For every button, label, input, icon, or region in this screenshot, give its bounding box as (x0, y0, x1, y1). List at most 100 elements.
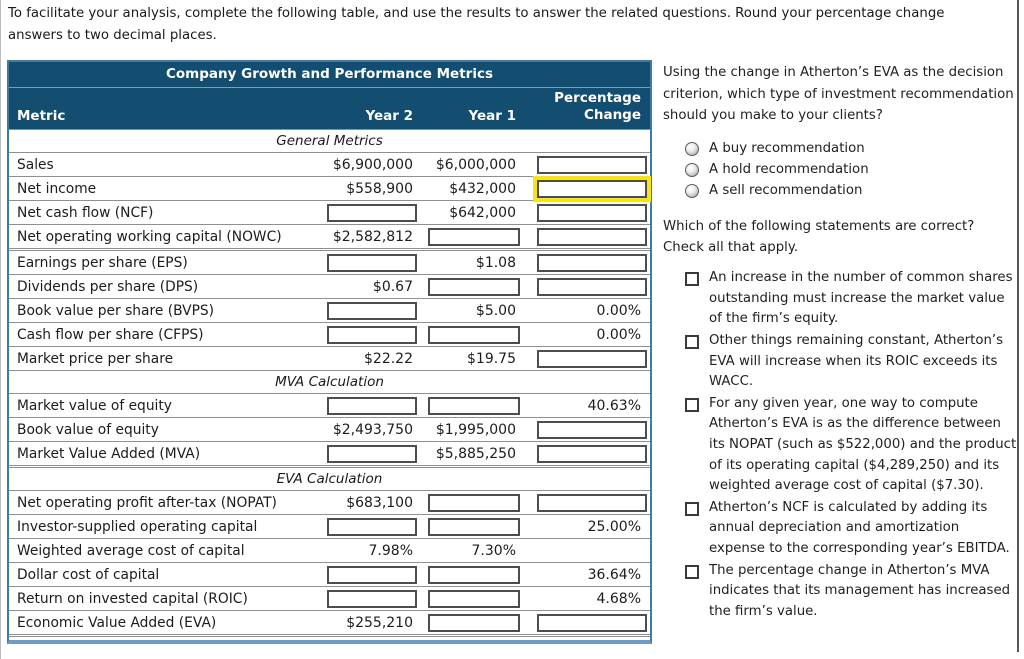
table-header: Metric Year 2 Year 1 Percentage Change (9, 88, 650, 129)
pct-cell: 36.64% (520, 567, 650, 583)
year2-input[interactable] (327, 203, 417, 222)
year1-input[interactable] (428, 517, 520, 536)
pct-cell: 4.68% (520, 591, 650, 607)
year1-cell: $5,885,250 (417, 446, 520, 462)
checkbox-label: Atherton’s NCF is calculated by adding i… (709, 499, 1010, 556)
cell-value: $255,210 (346, 614, 413, 631)
year1-input[interactable] (428, 493, 520, 512)
cell-value: 4.68% (596, 590, 641, 607)
pct-input[interactable] (537, 613, 647, 632)
table-row: Market value of equity 40.63% (9, 393, 650, 417)
metric-label: Net operating working capital (NOWC) (17, 228, 282, 245)
checkbox-item: An increase in the number of common shar… (685, 268, 1017, 330)
pct-cell: 25.00% (520, 519, 650, 535)
year2-cell (319, 396, 417, 415)
cell-value: $5,885,250 (435, 445, 516, 462)
year2-input[interactable] (327, 396, 417, 415)
pct-cell (520, 493, 650, 512)
pct-input[interactable] (537, 277, 647, 296)
table-row: Net operating working capital (NOWC) $2,5… (9, 224, 650, 248)
checkbox-label: For any given year, one way to compute A… (709, 395, 1017, 494)
header-year1: Year 1 (468, 108, 516, 124)
table-body: General Metrics Sales $6,900,000 $6,000,000… (9, 129, 650, 634)
cell-value: 40.63% (587, 397, 641, 414)
section-label: MVA Calculation (9, 370, 650, 393)
pct-input[interactable] (537, 253, 647, 272)
table-row: Return on invested capital (ROIC) 4.68% (9, 586, 650, 610)
year2-cell: 7.98% (319, 543, 417, 559)
cell-value: $0.67 (372, 278, 413, 295)
q2-prompt: Which of the following statements are co… (663, 219, 975, 255)
year1-input[interactable] (428, 589, 520, 608)
year2-cell: $2,582,812 (319, 229, 417, 245)
year2-input[interactable] (327, 589, 417, 608)
year2-cell: $6,900,000 (319, 157, 417, 173)
year2-cell: $255,210 (319, 615, 417, 631)
metric-label: Dividends per share (DPS) (17, 278, 199, 295)
year1-cell (417, 227, 520, 246)
year1-input[interactable] (428, 613, 520, 632)
year1-input[interactable] (428, 565, 520, 584)
question-check-all: Which of the following statements are co… (663, 217, 1017, 623)
year2-cell (319, 325, 417, 344)
pct-cell (520, 253, 650, 272)
year2-input[interactable] (327, 444, 417, 463)
metric-label: Return on invested capital (ROIC) (17, 590, 248, 607)
pct-input[interactable] (537, 179, 647, 198)
year1-cell (417, 517, 520, 536)
table-row: Net operating profit after-tax (NOPAT) $6… (9, 490, 650, 514)
metric-label: Book value per share (BVPS) (17, 302, 215, 319)
year1-input[interactable] (428, 227, 520, 246)
cell-value: 0.00% (596, 326, 641, 343)
pct-input[interactable] (537, 155, 647, 174)
year1-input[interactable] (428, 396, 520, 415)
question-eva-recommendation: Using the change in Atherton’s EVA as th… (663, 62, 1017, 202)
radio-option: A hold recommendation (685, 160, 1017, 181)
checkbox-item: Atherton’s NCF is calculated by adding i… (685, 498, 1017, 560)
year2-cell (319, 589, 417, 608)
table-bottom-rule (9, 634, 650, 640)
pct-cell (520, 613, 650, 632)
cell-value: $5.00 (475, 302, 516, 319)
pct-input[interactable] (537, 420, 647, 439)
pct-input[interactable] (537, 203, 647, 222)
checkbox[interactable] (685, 501, 699, 516)
checkbox[interactable] (685, 397, 699, 412)
year2-input[interactable] (327, 517, 417, 536)
year2-input[interactable] (327, 565, 417, 584)
cell-value: $6,000,000 (435, 156, 516, 173)
year1-input[interactable] (428, 277, 520, 296)
year1-cell: $6,000,000 (417, 157, 520, 173)
radio-button[interactable] (685, 142, 699, 156)
pct-cell: 0.00% (520, 303, 650, 319)
year2-cell (319, 253, 417, 272)
cell-value: $19.75 (467, 350, 516, 367)
year2-input[interactable] (327, 301, 417, 320)
pct-input[interactable] (537, 493, 647, 512)
table-row: Investor-supplied operating capital 25.00… (9, 514, 650, 538)
metric-label: Investor-supplied operating capital (17, 518, 258, 535)
cell-value: $22.22 (364, 350, 413, 367)
checkbox[interactable] (685, 334, 699, 349)
year1-cell: 7.30% (417, 543, 520, 559)
content-divider (1017, 0, 1019, 652)
table-row: Weighted average cost of capital 7.98% 7.3… (9, 538, 650, 562)
table-title: Company Growth and Performance Metrics (9, 62, 650, 88)
cell-value: 0.00% (596, 302, 641, 319)
radio-button[interactable] (685, 184, 699, 198)
checkbox-label: Other things remaining constant, Atherto… (709, 332, 1004, 390)
year1-cell (417, 493, 520, 512)
window-left-edge (0, 0, 1, 659)
checkbox[interactable] (685, 272, 699, 287)
year2-input[interactable] (327, 253, 417, 272)
pct-input[interactable] (537, 444, 647, 463)
radio-button[interactable] (685, 163, 699, 177)
pct-input[interactable] (537, 227, 647, 246)
metric-label: Economic Value Added (EVA) (17, 614, 217, 631)
cell-value: 7.98% (368, 542, 413, 559)
pct-input[interactable] (537, 349, 647, 368)
year2-cell (319, 565, 417, 584)
checkbox[interactable] (685, 564, 699, 579)
year2-input[interactable] (327, 325, 417, 344)
year1-input[interactable] (428, 325, 520, 344)
